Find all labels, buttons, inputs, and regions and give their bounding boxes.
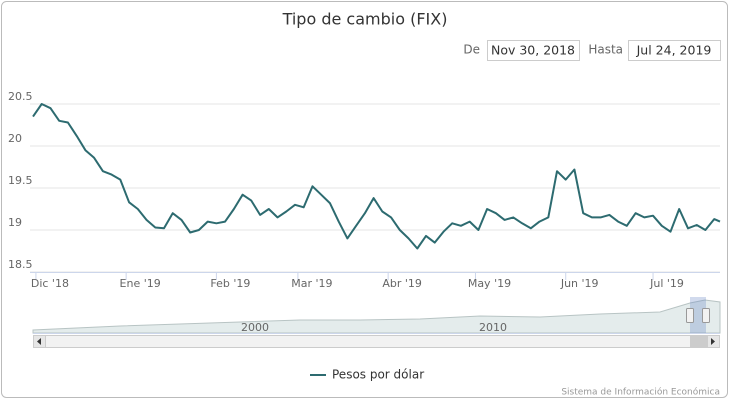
y-tick-label: 19	[8, 216, 22, 229]
range-from-input[interactable]	[487, 40, 580, 61]
scrollbar-thumb[interactable]	[690, 336, 707, 347]
scrollbar-track[interactable]	[33, 335, 720, 348]
x-tick-label: May '19	[468, 277, 511, 290]
x-tick-label: Mar '19	[291, 277, 332, 290]
x-tick-label: Jun '19	[560, 277, 599, 290]
range-to-label: Hasta	[588, 43, 623, 57]
x-tick-label: Jul '19	[649, 277, 684, 290]
navigator-handle[interactable]	[702, 308, 710, 323]
navigator-mask[interactable]	[690, 297, 706, 333]
y-tick-label: 19.5	[8, 174, 33, 187]
legend-label: Pesos por dólar	[332, 368, 424, 382]
navigator-handle[interactable]	[686, 308, 694, 323]
series-line	[32, 103, 721, 250]
range-to-input[interactable]	[628, 40, 721, 61]
x-tick-label: Ene '19	[120, 277, 161, 290]
y-tick-label: 18.5	[8, 258, 33, 271]
chart-title: Tipo de cambio (FIX)	[282, 10, 448, 29]
x-tick-label: Abr '19	[382, 277, 422, 290]
y-tick-label: 20.5	[8, 90, 33, 103]
y-tick-label: 20	[8, 132, 22, 145]
x-tick-label: Feb '19	[210, 277, 250, 290]
credits: Sistema de Información Económica	[561, 387, 720, 398]
x-tick-label: Dic '18	[31, 277, 69, 290]
range-to-value[interactable]: Jul 24, 2019	[636, 43, 712, 58]
navigator-label: 2010	[479, 321, 507, 334]
scrollbar-right-arrow	[711, 338, 715, 345]
range-from-label: De	[463, 43, 480, 57]
navigator-series	[32, 299, 721, 334]
scrollbar-left-arrow	[37, 338, 41, 345]
range-from-value[interactable]: Nov 30, 2018	[491, 43, 575, 58]
navigator-label: 2000	[241, 321, 269, 334]
